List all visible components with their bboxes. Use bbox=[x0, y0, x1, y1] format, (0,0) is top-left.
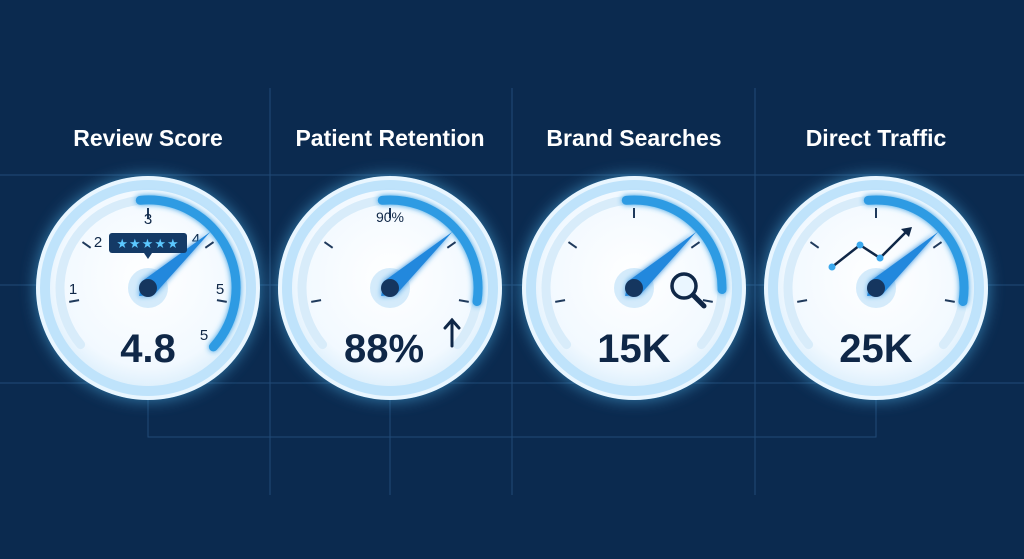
dial-tick bbox=[944, 299, 955, 303]
magnifier-icon bbox=[670, 272, 707, 309]
gauge-3: Brand Searches 15K bbox=[522, 125, 746, 400]
dial-value-arc bbox=[377, 195, 483, 306]
dial-tick bbox=[555, 299, 566, 303]
dial-tick bbox=[446, 241, 457, 249]
gauge-needle bbox=[139, 231, 211, 297]
scale-label: 1 bbox=[69, 281, 77, 298]
dial-tick bbox=[932, 241, 943, 249]
gauge-value: 15K bbox=[597, 327, 670, 371]
arrow-up-icon bbox=[443, 317, 461, 348]
scale-label: 3 bbox=[144, 211, 152, 228]
dial-tick bbox=[567, 241, 578, 249]
gauge-title: Review Score bbox=[73, 125, 223, 151]
gauge-title: Patient Retention bbox=[295, 125, 484, 151]
needle-hub bbox=[139, 279, 157, 297]
gauge-4: Direct Traffic 25K bbox=[764, 125, 988, 400]
dial-tick bbox=[69, 299, 80, 303]
gauge-2: Patient Retention 90% 88% bbox=[278, 125, 502, 400]
needle-hub bbox=[867, 279, 885, 297]
dial-value-arc bbox=[863, 195, 969, 306]
dial-value-arc bbox=[135, 195, 241, 352]
dial-tick bbox=[809, 241, 820, 249]
gauge-value: 88% bbox=[344, 327, 424, 371]
gauge-value: 4.8 bbox=[120, 327, 176, 371]
dial-value-arc bbox=[621, 195, 727, 294]
gauge-title: Direct Traffic bbox=[806, 125, 947, 151]
star-rating: ★★★★★ bbox=[116, 236, 179, 251]
scale-label: 4 bbox=[192, 231, 200, 248]
scale-label: 2 bbox=[94, 234, 102, 251]
dial-tick bbox=[216, 299, 227, 303]
gauge-value: 25K bbox=[839, 327, 912, 371]
dial-tick bbox=[797, 299, 808, 303]
dial-tick bbox=[311, 299, 322, 303]
dial-tick bbox=[458, 299, 469, 303]
dial-tick bbox=[81, 241, 92, 249]
needle-hub bbox=[625, 279, 643, 297]
gauge-1: Review Score 1 2 3 4 5 5 4.8 ★★★★★ bbox=[36, 125, 260, 400]
scale-label: 5 bbox=[200, 327, 208, 344]
gauge-needle bbox=[625, 231, 697, 297]
scale-label: 5 bbox=[216, 281, 224, 298]
dial-tick bbox=[690, 241, 701, 249]
gauge-title: Brand Searches bbox=[546, 125, 721, 151]
gauge-needle bbox=[381, 231, 453, 297]
dial-tick bbox=[702, 299, 713, 303]
gauge-needle bbox=[867, 231, 939, 297]
scale-label: 90% bbox=[376, 209, 404, 225]
dial-tick bbox=[323, 241, 334, 249]
dial-tick bbox=[204, 241, 215, 249]
star-rating-icon: ★★★★★ bbox=[109, 233, 187, 259]
trend-line-icon bbox=[828, 227, 912, 271]
needle-hub bbox=[381, 279, 399, 297]
